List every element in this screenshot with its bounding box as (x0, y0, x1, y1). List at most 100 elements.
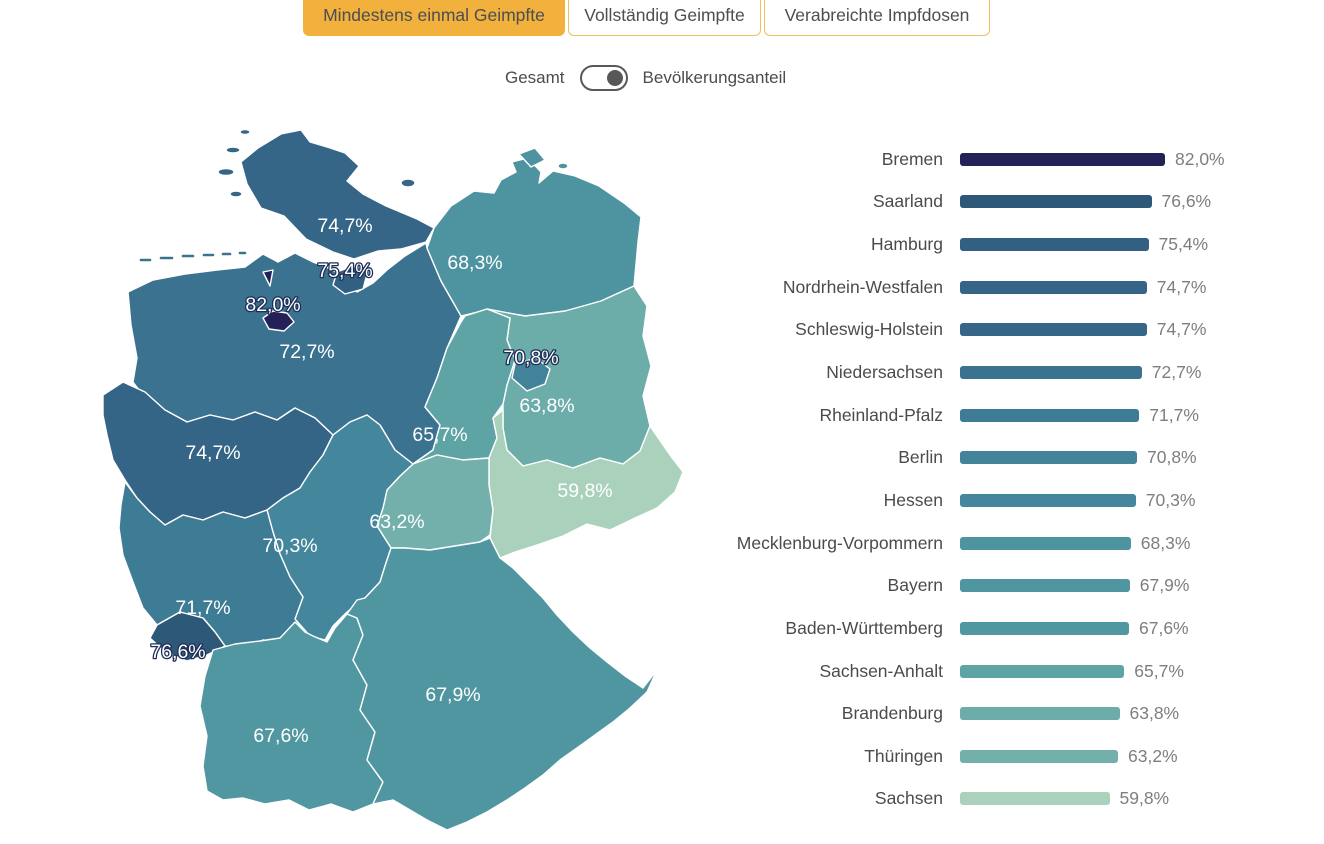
bar (960, 579, 1130, 593)
map-value-label: 63,2% (369, 511, 424, 533)
bar-label: Mecklenburg-Vorpommern (736, 532, 943, 553)
bar-row: Hamburg 75,4% (690, 223, 1225, 266)
map-island-icon (557, 162, 569, 170)
bar-value: 74,7% (1156, 319, 1207, 340)
bar-label: Berlin (898, 447, 943, 468)
bar (960, 749, 1118, 763)
bar (960, 707, 1120, 721)
bar (960, 621, 1129, 635)
map-island-icon (180, 253, 196, 259)
map-island-icon (518, 147, 546, 168)
map-value-label: 75,4% (317, 260, 372, 282)
bar-row: Bremen 82,0% (690, 138, 1225, 181)
map-region-mecklenburg-vorpommern[interactable] (426, 157, 642, 317)
bar-value: 74,7% (1156, 276, 1207, 297)
bar-row: Schleswig-Holstein 74,7% (690, 309, 1225, 352)
map-region-schleswig-holstein[interactable] (240, 129, 435, 260)
bar-label: Saarland (872, 191, 943, 212)
tab-mindestens-einmal-geimpfte[interactable]: Mindestens einmal Geimpfte (303, 0, 565, 36)
map-value-label: 67,9% (425, 684, 480, 706)
bar-row: Thüringen 63,2% (690, 735, 1225, 778)
tab-verabreichte-impfdosen[interactable]: Verabreichte Impfdosen (764, 0, 990, 36)
bar-value: 72,7% (1151, 362, 1202, 383)
bar (960, 366, 1142, 380)
metric-toggle-row: Gesamt Bevölkerungsanteil (505, 63, 786, 93)
bar-value: 67,6% (1139, 617, 1189, 638)
tab-label: Mindestens einmal Geimpfte (323, 4, 545, 25)
bar-value: 68,3% (1140, 532, 1191, 553)
bar (960, 536, 1131, 550)
map-value-label: 70,3% (262, 535, 317, 557)
map-island-icon (158, 255, 175, 261)
map-region-bremen[interactable] (262, 310, 295, 332)
bar-row: Nordrhein-Westfalen 74,7% (690, 266, 1225, 309)
map-island-icon (201, 252, 216, 258)
bar (960, 493, 1136, 507)
bar-label: Bayern (887, 575, 943, 596)
map-value-label: 70,8% (503, 347, 558, 369)
bar-row: Baden-Württemberg 67,6% (690, 607, 1225, 650)
bar-value: 71,7% (1149, 404, 1199, 425)
bar (960, 451, 1137, 465)
toggle-right-label: Bevölkerungsanteil (642, 68, 787, 87)
bar-value: 63,8% (1129, 703, 1180, 724)
bar (960, 238, 1149, 252)
toggle-left-label: Gesamt (505, 68, 565, 87)
bar-label: Bremen (881, 148, 943, 169)
bar (960, 664, 1125, 678)
bar (960, 323, 1147, 337)
map-value-label: 67,6% (253, 725, 308, 747)
bar-value: 75,4% (1158, 234, 1209, 255)
bar-value: 65,7% (1134, 660, 1184, 681)
bar-value: 70,3% (1145, 489, 1196, 510)
bar-value: 59,8% (1119, 788, 1170, 809)
map-value-label: 71,7% (175, 597, 230, 619)
bar-label: Hamburg (871, 234, 943, 255)
bar-label: Brandenburg (841, 703, 943, 724)
map-value-label: 74,7% (185, 442, 240, 464)
map-region-bremerhaven[interactable] (262, 269, 274, 287)
tab-label: Verabreichte Impfdosen (784, 4, 970, 25)
bar-value: 63,2% (1128, 745, 1178, 766)
bar-row: Mecklenburg-Vorpommern 68,3% (690, 522, 1225, 565)
map-value-label: 59,8% (557, 480, 612, 502)
map-region-berlin[interactable] (511, 357, 551, 392)
map-value-label: 82,0% (245, 294, 300, 316)
bar-value: 70,8% (1147, 447, 1197, 468)
map-region-bayern[interactable] (346, 537, 658, 831)
map-island-icon (220, 251, 233, 257)
map-value-label: 65,7% (412, 424, 467, 446)
bar-label: Sachsen (874, 788, 943, 809)
bar (960, 408, 1140, 422)
bar-row: Brandenburg 63,8% (690, 692, 1225, 735)
tab-label: Vollständig Geimpfte (584, 4, 745, 25)
map-value-label: 63,8% (519, 395, 574, 417)
bar-row: Sachsen-Anhalt 65,7% (690, 650, 1225, 693)
bar-row: Hessen 70,3% (690, 479, 1225, 522)
map-value-label: 74,7% (317, 215, 372, 237)
bar-label: Nordrhein-Westfalen (782, 276, 943, 297)
bar-row: Sachsen 59,8% (690, 778, 1225, 821)
bar (960, 152, 1165, 166)
bar (960, 195, 1152, 209)
bar-label: Hessen (883, 489, 943, 510)
bar (960, 280, 1147, 294)
toggle-knob-icon (606, 70, 623, 86)
metric-toggle-switch[interactable] (579, 65, 628, 91)
tab-bar: Mindestens einmal Geimpfte Vollständig G… (303, 0, 990, 36)
bar-label: Niedersachsen (826, 362, 943, 383)
map-region-hessen[interactable] (266, 414, 414, 641)
bar-row: Berlin 70,8% (690, 436, 1225, 479)
map-island-icon (239, 128, 251, 136)
bar-label: Thüringen (864, 745, 943, 766)
map-value-label: 68,3% (447, 252, 502, 274)
bar-row: Niedersachsen 72,7% (690, 351, 1225, 394)
tab-vollstaendig-geimpfte[interactable]: Vollständig Geimpfte (568, 0, 761, 36)
map-region-hamburg[interactable] (332, 265, 368, 295)
bar-row: Rheinland-Pfalz 71,7% (690, 394, 1225, 437)
map-island-icon (400, 178, 416, 188)
bar-label: Sachsen-Anhalt (819, 660, 943, 681)
bar-row: Saarland 76,6% (690, 181, 1225, 224)
bar-label: Rheinland-Pfalz (819, 404, 943, 425)
map-island-icon (138, 257, 153, 263)
